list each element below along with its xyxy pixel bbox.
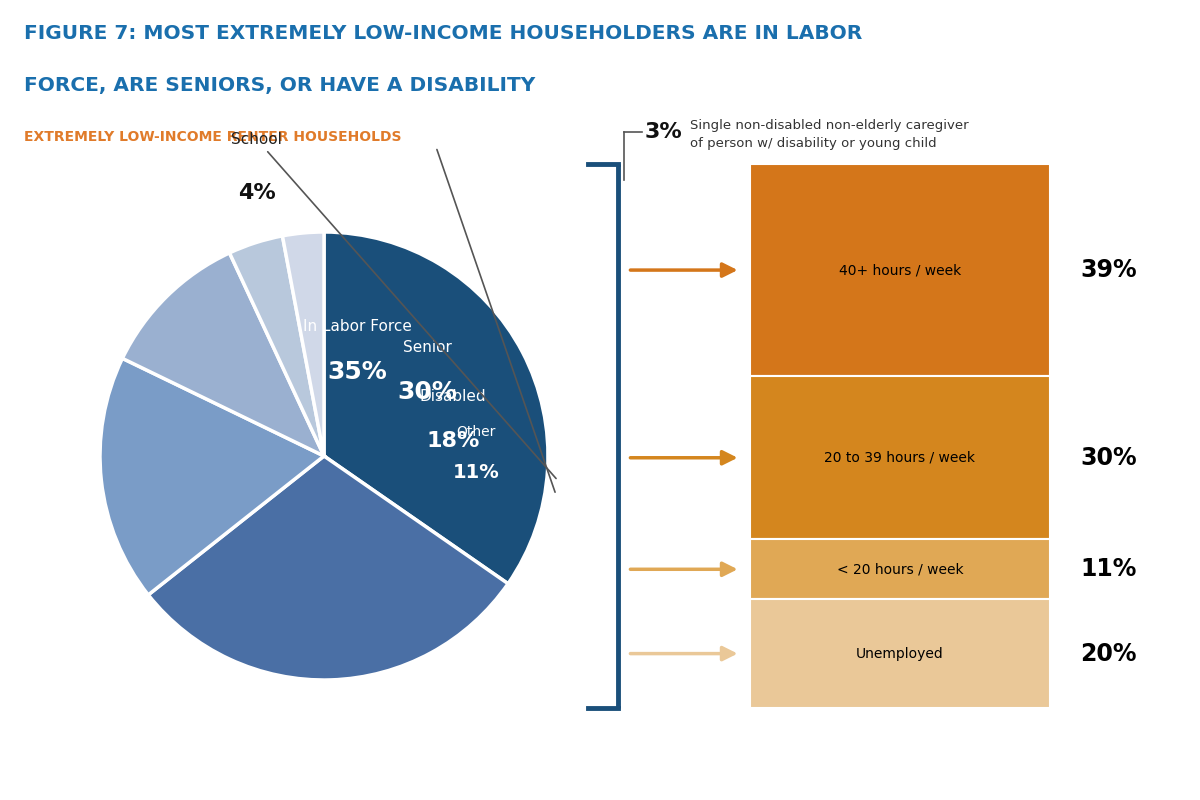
Text: School: School bbox=[232, 132, 556, 478]
Text: 30%: 30% bbox=[397, 380, 457, 404]
Text: 20 to 39 hours / week: 20 to 39 hours / week bbox=[824, 450, 976, 465]
Wedge shape bbox=[282, 232, 324, 456]
Text: < 20 hours / week: < 20 hours / week bbox=[836, 562, 964, 576]
Bar bbox=[750, 164, 1050, 376]
Text: 30%: 30% bbox=[1080, 446, 1136, 470]
Text: Disabled: Disabled bbox=[420, 389, 486, 404]
Text: 39%: 39% bbox=[1080, 258, 1136, 282]
Text: 3%: 3% bbox=[644, 122, 682, 142]
Text: 11%: 11% bbox=[452, 462, 499, 482]
Text: Other: Other bbox=[456, 425, 496, 439]
Text: 18%: 18% bbox=[426, 431, 480, 451]
Wedge shape bbox=[229, 236, 324, 456]
Text: 4%: 4% bbox=[238, 182, 276, 202]
Wedge shape bbox=[122, 253, 324, 456]
Text: 11%: 11% bbox=[1080, 558, 1136, 582]
Wedge shape bbox=[149, 456, 508, 680]
Text: 35%: 35% bbox=[328, 359, 388, 383]
Text: 40+ hours / week: 40+ hours / week bbox=[839, 263, 961, 277]
Text: of person w/ disability or young child: of person w/ disability or young child bbox=[690, 138, 937, 150]
Wedge shape bbox=[100, 358, 324, 595]
Bar bbox=[750, 376, 1050, 539]
Text: EXTREMELY LOW-INCOME RENTER HOUSEHOLDS: EXTREMELY LOW-INCOME RENTER HOUSEHOLDS bbox=[24, 130, 402, 144]
Bar bbox=[750, 599, 1050, 708]
Bar bbox=[750, 539, 1050, 599]
Text: 20%: 20% bbox=[1080, 642, 1136, 666]
Text: FORCE, ARE SENIORS, OR HAVE A DISABILITY: FORCE, ARE SENIORS, OR HAVE A DISABILITY bbox=[24, 76, 535, 95]
Text: Unemployed: Unemployed bbox=[856, 646, 944, 661]
Text: In Labor Force: In Labor Force bbox=[304, 319, 412, 334]
Text: Single non-disabled non-elderly caregiver: Single non-disabled non-elderly caregive… bbox=[690, 119, 968, 132]
Wedge shape bbox=[324, 232, 548, 584]
Text: FIGURE 7: MOST EXTREMELY LOW-INCOME HOUSEHOLDERS ARE IN LABOR: FIGURE 7: MOST EXTREMELY LOW-INCOME HOUS… bbox=[24, 24, 863, 43]
Text: Senior: Senior bbox=[402, 340, 451, 354]
